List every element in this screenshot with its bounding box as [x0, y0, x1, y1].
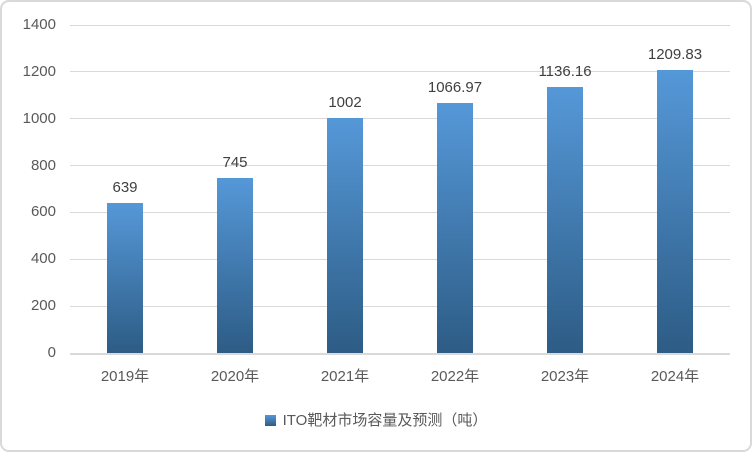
gridline	[70, 24, 730, 26]
gridline	[70, 258, 730, 260]
data-label: 745	[222, 154, 248, 172]
x-axis-line	[70, 353, 730, 355]
x-axis-label: 2019年	[100, 368, 150, 385]
x-axis-label: 2024年	[650, 368, 700, 385]
legend: ITO靶材市场容量及预测（吨）	[2, 411, 750, 430]
y-axis-tick-label: 1400	[22, 16, 56, 33]
y-axis-tick-label: 400	[30, 250, 56, 268]
bar-2021年	[327, 118, 363, 353]
x-axis-label: 2023年	[540, 368, 590, 385]
bar-2024年	[657, 69, 693, 353]
data-label: 639	[112, 179, 138, 197]
bar-2023年	[547, 86, 583, 353]
legend-label: ITO靶材市场容量及预测（吨）	[282, 412, 488, 429]
bar-2022年	[437, 103, 473, 353]
bar-2019年	[107, 203, 143, 353]
gridline	[70, 211, 730, 213]
legend-marker-icon	[264, 415, 276, 426]
data-label: 1066.97	[427, 79, 483, 97]
x-axis-label: 2021年	[320, 368, 370, 385]
y-axis-tick-label: 1200	[22, 62, 56, 80]
data-label: 1136.16	[538, 62, 592, 80]
y-axis-tick-label: 600	[30, 203, 56, 221]
data-label: 1209.83	[647, 45, 703, 63]
x-axis-label: 2022年	[430, 368, 480, 385]
data-label: 1002	[328, 94, 362, 112]
bar-2020年	[217, 178, 253, 353]
x-axis-label: 2020年	[210, 368, 260, 385]
y-axis-tick-label: 1000	[22, 109, 56, 127]
gridline	[70, 71, 730, 73]
y-axis-tick-label: 800	[30, 156, 56, 174]
y-axis-tick-label: 0	[47, 344, 56, 361]
gridline	[70, 305, 730, 307]
gridline	[70, 118, 730, 120]
y-axis-tick-label: 200	[30, 297, 56, 315]
gridline	[70, 165, 730, 167]
